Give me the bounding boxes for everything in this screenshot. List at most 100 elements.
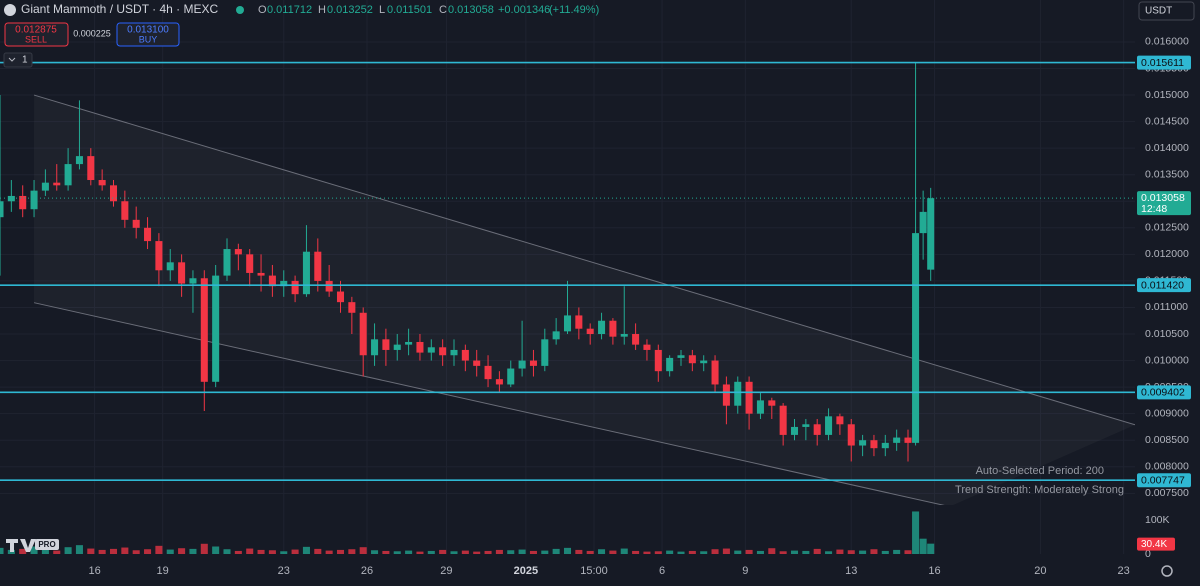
candle-body — [779, 405, 787, 435]
volume-bar — [371, 550, 379, 554]
candle-body — [439, 347, 447, 356]
candle-body — [609, 320, 617, 337]
candle-body — [155, 241, 163, 271]
y-tick-label: 0.012500 — [1145, 222, 1189, 234]
price-pane — [0, 62, 1135, 505]
volume-bar — [813, 548, 821, 554]
x-tick-label: 6 — [659, 565, 665, 577]
ohlc-label: L — [379, 4, 385, 16]
volume-bar — [700, 551, 708, 554]
x-tick-label: 20 — [1034, 565, 1046, 577]
annotation: Auto-Selected Period: 200 — [976, 465, 1104, 477]
level-tag — [1137, 55, 1191, 70]
volume-tag — [1137, 537, 1175, 551]
volume-bar — [688, 550, 696, 554]
volume-bar — [912, 511, 920, 554]
candle-body — [246, 254, 254, 273]
volume-bar — [280, 551, 288, 554]
ohlc-label: H — [318, 4, 326, 16]
symbol-title[interactable]: Giant Mammoth / USDT · 4h · MEXC — [21, 2, 218, 16]
candle-body — [427, 347, 435, 353]
pro-badge — [35, 539, 59, 550]
volume-bar — [734, 550, 742, 554]
volume-bar — [291, 549, 299, 554]
volume-bar — [881, 550, 889, 554]
candle-body — [881, 442, 889, 449]
y-tick-label: 0.015000 — [1145, 89, 1189, 101]
volume-bar — [382, 550, 390, 554]
ohlc-value: 0.011501 — [387, 4, 432, 16]
x-tick-label: 15:00 — [580, 565, 608, 577]
level-label: 0.009402 — [1141, 387, 1185, 399]
currency-button[interactable] — [1138, 1, 1195, 21]
y-tick-label: 0.010500 — [1145, 328, 1189, 340]
ohlc-label: O — [258, 4, 267, 16]
candle-body — [0, 201, 4, 218]
ohlc-value: 0.013058 — [448, 4, 494, 16]
buy-button[interactable] — [116, 22, 180, 47]
volume-bar — [302, 546, 310, 554]
x-tick-label: 16 — [88, 565, 100, 577]
volume-bar — [575, 549, 583, 554]
candle-body — [552, 331, 560, 340]
x-tick-label: 19 — [157, 565, 169, 577]
candle-body — [234, 249, 242, 255]
volume-bar — [325, 550, 333, 554]
candle-body — [166, 262, 174, 271]
candle-body — [518, 360, 526, 369]
candle-body — [722, 384, 730, 406]
buy-label: BUY — [139, 34, 158, 44]
candle-body — [314, 251, 322, 281]
candle-body — [98, 180, 106, 186]
candle-body — [813, 424, 821, 435]
volume-bar — [359, 547, 367, 554]
candle-body — [53, 182, 61, 186]
candle-body — [178, 262, 186, 284]
volume-bar — [144, 549, 152, 554]
candle-body — [620, 334, 628, 337]
level-tag — [1137, 385, 1191, 400]
volume-bar — [620, 548, 628, 554]
x-tick-label: 29 — [440, 565, 452, 577]
candle-body — [643, 344, 651, 350]
candle-body — [41, 182, 49, 191]
volume-bar — [484, 550, 492, 554]
candle-body — [416, 341, 424, 353]
candle-body — [7, 195, 15, 202]
volume-bar — [405, 550, 413, 554]
indicator-toggle[interactable] — [3, 52, 33, 68]
status-dot — [236, 6, 244, 14]
candle-body — [200, 278, 208, 382]
volume-bar — [212, 546, 220, 554]
volume-bar — [529, 550, 537, 554]
candle-body — [450, 349, 458, 356]
volume-bar — [87, 548, 95, 554]
volume-bar — [416, 551, 424, 554]
candle-body — [847, 424, 855, 446]
ohlc-value: 0.013252 — [327, 4, 373, 16]
volume-bar — [473, 551, 481, 554]
volume-bar — [609, 550, 617, 554]
volume-bar — [927, 543, 935, 554]
sell-button[interactable] — [4, 22, 69, 47]
y-tick-label: 0.014500 — [1145, 115, 1189, 127]
level-tag — [1137, 473, 1191, 488]
volume-bar — [677, 551, 685, 554]
candle-body — [734, 381, 742, 406]
overlay: 0.015611 0.011420 0.009402 0.007747 0.013058… — [0, 55, 1191, 551]
candle-body — [563, 315, 572, 332]
candle-body — [336, 291, 345, 303]
volume-bar — [461, 550, 469, 554]
settings-icon[interactable] — [1161, 565, 1173, 577]
candle-body — [473, 360, 481, 366]
level-label: 0.015611 — [1141, 57, 1184, 69]
volume-bar — [654, 551, 662, 554]
y-tick-label: 0.012000 — [1145, 248, 1189, 260]
volume-bar — [870, 549, 878, 554]
volume-bar — [200, 543, 208, 554]
candle-body — [586, 328, 594, 335]
candle-body — [359, 312, 367, 356]
candle-body — [484, 365, 492, 380]
volume-bar — [919, 538, 927, 554]
